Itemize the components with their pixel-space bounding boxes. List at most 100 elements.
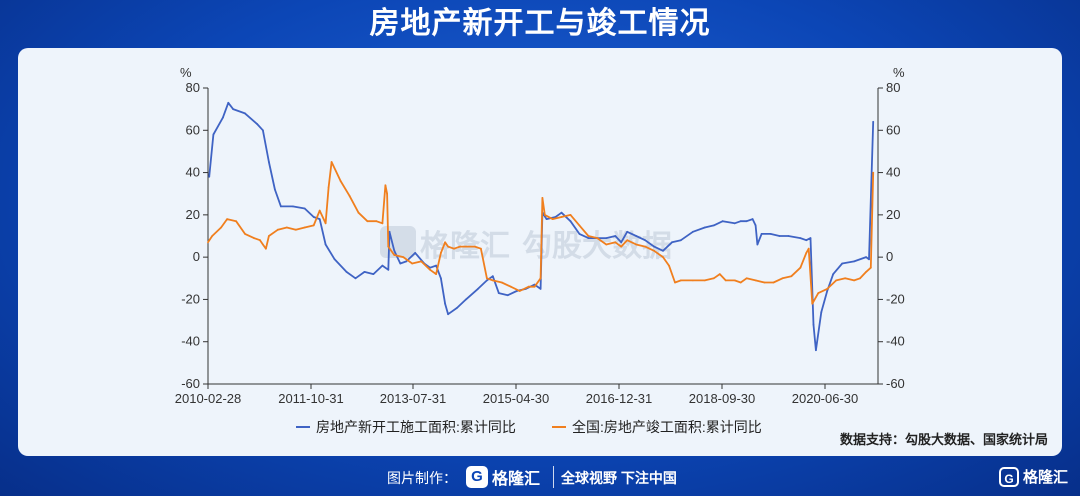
series-2-point (447, 245, 449, 248)
axes: -60 -60 -40 -40 -20 -20 0 0 20 20 40 40 60 60 80 80% % 20… (175, 65, 905, 406)
series-1-point (703, 226, 706, 229)
series-1-point (388, 230, 391, 233)
series-1-point (826, 290, 829, 292)
series-1-point (372, 273, 375, 275)
series-1-point (644, 239, 646, 242)
right-y-tick-label: 20 (886, 207, 900, 222)
series-2-point (569, 214, 572, 216)
series-1-point (345, 271, 348, 273)
series-2-point (805, 252, 808, 254)
series-2-point (578, 224, 581, 227)
series-1-point (805, 239, 808, 242)
series-2-point (626, 239, 629, 242)
series-1-point (212, 133, 215, 136)
series-1-point (578, 233, 581, 235)
series-1-point (486, 279, 488, 282)
series-1-point (815, 349, 817, 352)
series-1-point (539, 288, 542, 290)
series-2-point (253, 237, 255, 240)
series-2-point (303, 226, 306, 229)
left-y-tick-label: -40 (181, 334, 200, 349)
series-1-point (692, 230, 694, 233)
series-2-point (844, 277, 847, 280)
series-2-point (865, 271, 867, 273)
series-2-point (724, 279, 727, 282)
series-1-point (222, 116, 224, 119)
series-2-point (541, 197, 544, 199)
series-2-point (429, 268, 431, 271)
corner-logo-text: 格隆汇 (1022, 469, 1068, 486)
left-y-tick-label: 80 (186, 80, 200, 95)
footer-made-by-label: 图片制作： (387, 470, 457, 486)
series-1-point (465, 298, 467, 301)
series-2-point (465, 245, 467, 248)
series-2-point (235, 220, 238, 223)
left-y-tick-label: 0 (193, 249, 200, 264)
footer-logo: G 格隆汇 (466, 464, 548, 490)
left-y-unit: % (180, 65, 192, 80)
series-2-point (268, 235, 270, 237)
series-2-point (799, 266, 802, 269)
series-2-point (518, 290, 521, 292)
footer-divider (553, 466, 554, 488)
series-2-point (366, 220, 369, 223)
series-2-point (259, 239, 261, 242)
series-2-point (262, 243, 264, 246)
series-1-point (232, 108, 235, 110)
series-2-point (614, 241, 617, 244)
series-2-point (551, 218, 554, 221)
series-1-point (262, 129, 264, 132)
series-1-point (605, 237, 608, 240)
series-1-point (733, 222, 736, 225)
right-y-tick-label: 40 (886, 165, 900, 180)
series-2-point (872, 171, 875, 174)
series-2-point (435, 273, 437, 275)
x-tick-label: 2011-10-31 (278, 391, 344, 406)
series-2-point (807, 247, 810, 250)
page-title: 房地产新开工与竣工情况 (369, 7, 711, 40)
series-1-point (393, 249, 396, 252)
series-2-point (859, 277, 861, 280)
series-2-point (543, 214, 546, 216)
series-2-point (244, 233, 246, 235)
series-2-point (781, 277, 784, 280)
series-1-point (865, 256, 867, 258)
series-2-point (745, 277, 748, 280)
series-1-point (721, 220, 724, 223)
series-1-point (318, 218, 321, 221)
series-1-point (662, 249, 664, 252)
right-y-tick-label: -60 (886, 376, 905, 391)
series-1-point (244, 112, 246, 115)
series-1-point (872, 120, 875, 123)
series-2-point (763, 281, 766, 284)
series-2-point (644, 245, 646, 248)
series-lines (207, 101, 875, 352)
series-2-point (491, 279, 494, 282)
series-1-point (477, 288, 479, 290)
series-2-point (386, 192, 388, 195)
series-2-point (826, 288, 829, 290)
series-1-point (303, 207, 306, 210)
series-1-point (680, 239, 682, 242)
x-tick-label: 2013-07-31 (380, 391, 447, 406)
series-line-2 (207, 161, 875, 305)
series-2-point (527, 285, 530, 288)
footer-slogan: 全球视野 下注中国 (561, 470, 677, 486)
corner-logo: G 格隆汇 (998, 466, 1068, 487)
series-2-point (587, 235, 590, 237)
series-2-point (265, 247, 267, 250)
x-tick-label: 2018-09-30 (689, 391, 756, 406)
series-1-point (435, 264, 437, 267)
x-tick-label: 2010-02-28 (175, 391, 242, 406)
series-1-point (620, 241, 623, 244)
series-1-point (760, 233, 763, 235)
legend: 房地产新开工施工面积:累计同比 全国:房地产竣工面积:累计同比 (296, 419, 762, 435)
series-1-point (208, 175, 211, 178)
series-1-point (754, 224, 757, 227)
series-1-point (745, 220, 748, 223)
series-1-point (756, 243, 759, 246)
series-1-point (560, 211, 563, 214)
series-1-point (832, 273, 835, 275)
series-2-point (605, 243, 608, 246)
